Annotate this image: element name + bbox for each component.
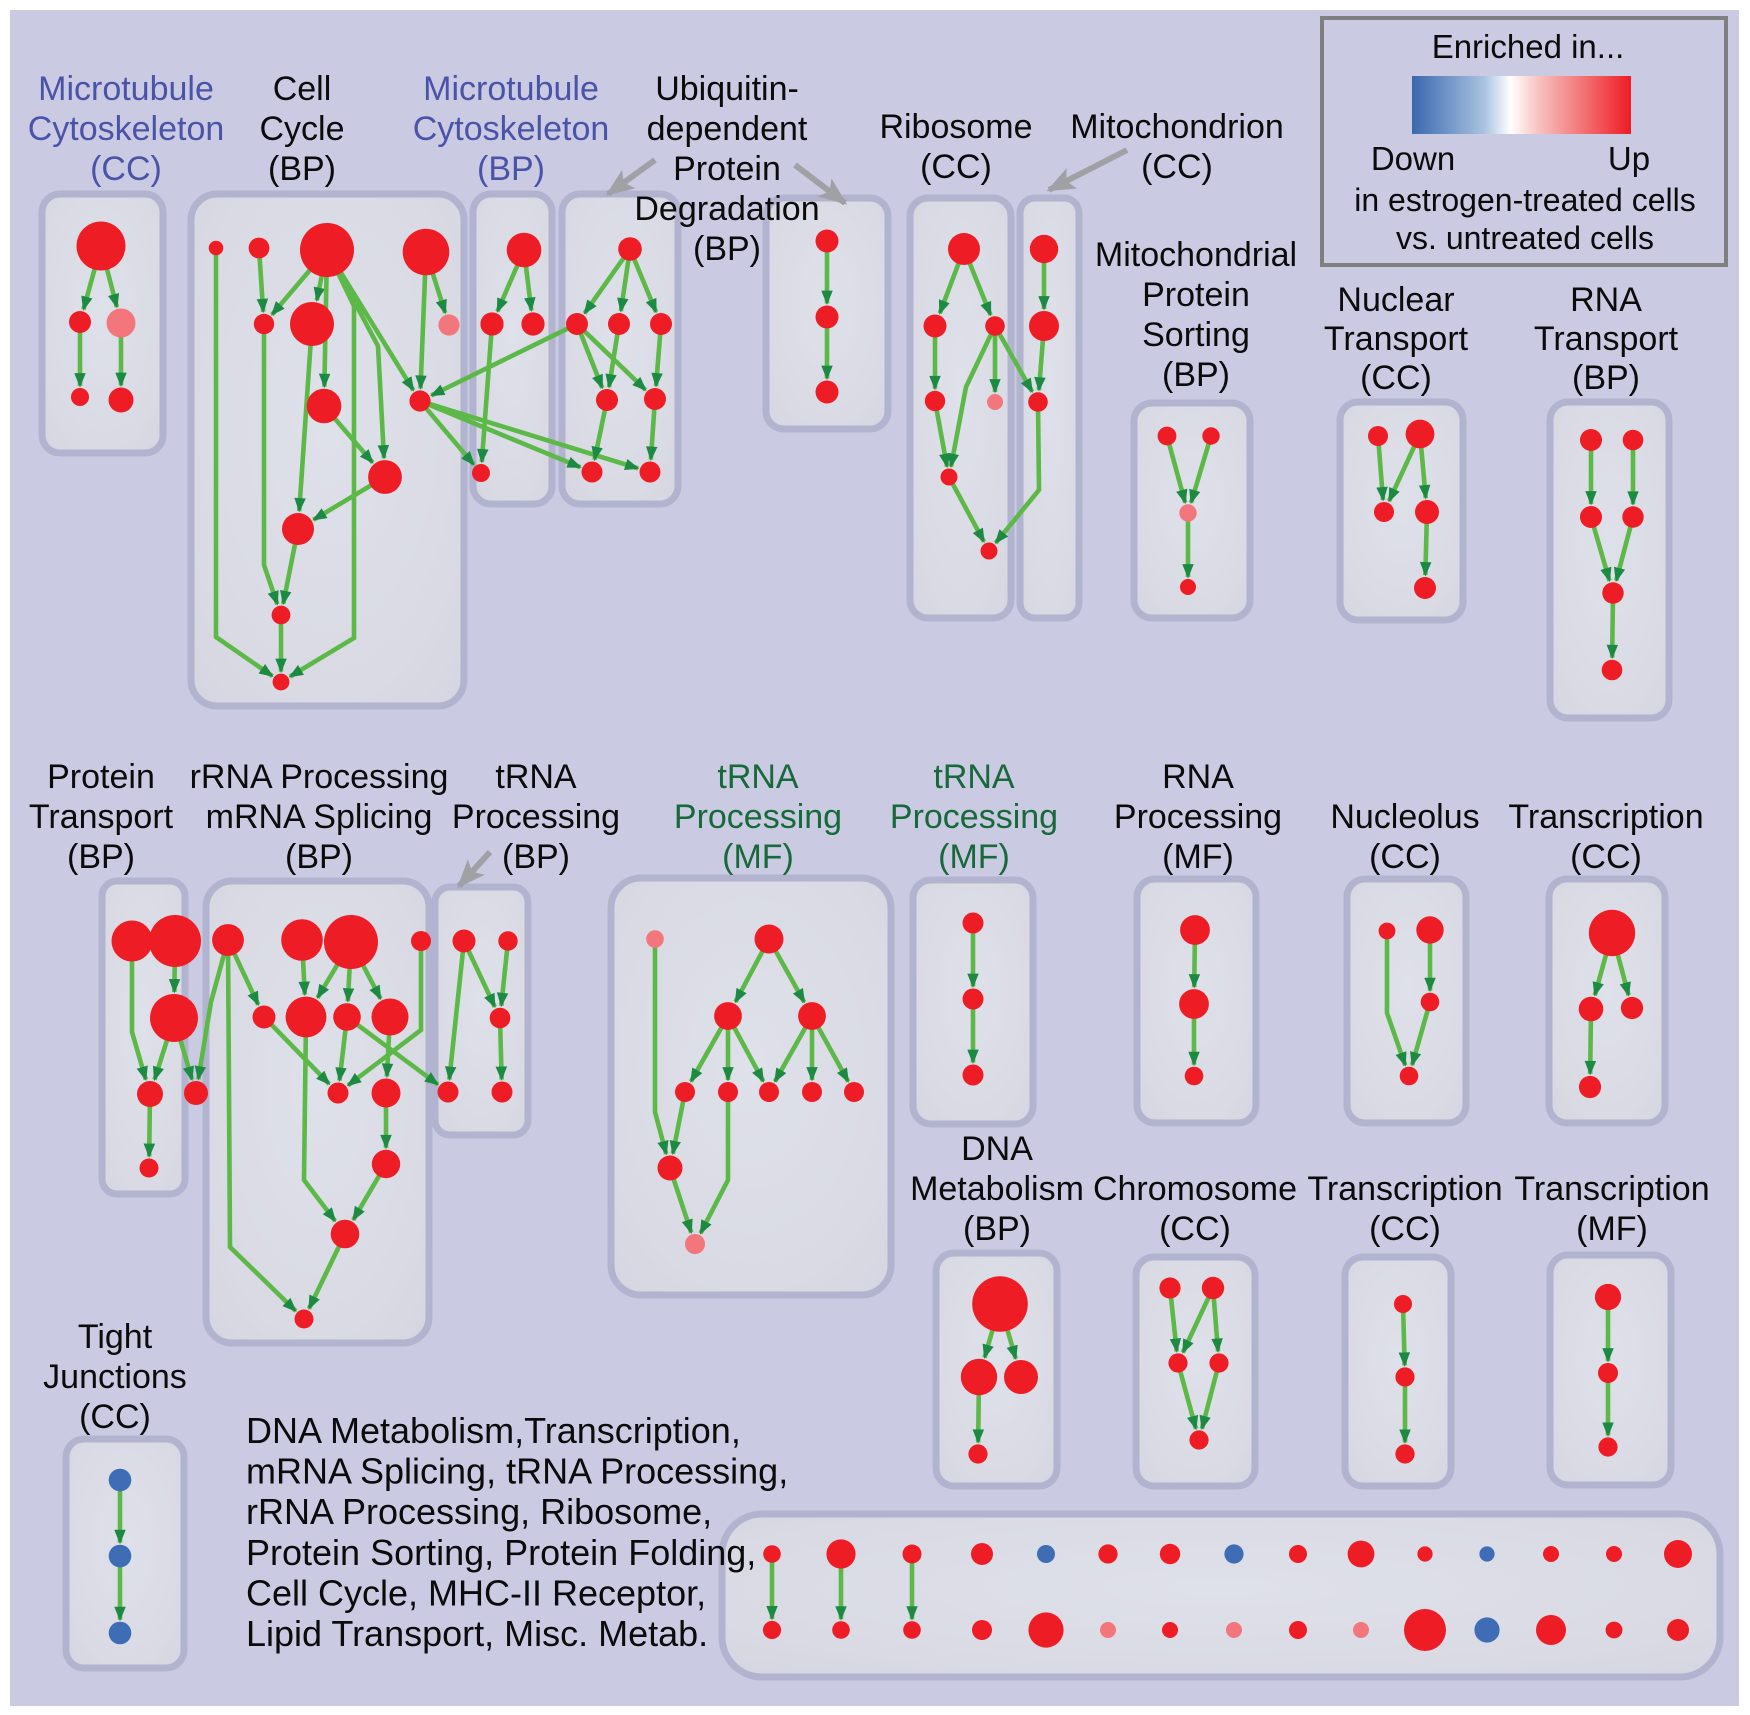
svg-text:Nuclear: Nuclear — [1337, 281, 1454, 319]
svg-text:(BP): (BP) — [963, 1210, 1031, 1248]
svg-text:Ribosome: Ribosome — [879, 108, 1032, 146]
svg-text:Transcription: Transcription — [1508, 798, 1703, 836]
svg-text:Ubiquitin-: Ubiquitin- — [655, 70, 799, 108]
svg-text:(CC): (CC) — [1369, 838, 1441, 876]
svg-text:(CC): (CC) — [79, 1398, 151, 1436]
svg-text:Processing: Processing — [1114, 798, 1282, 836]
svg-text:(MF): (MF) — [1576, 1210, 1648, 1248]
svg-text:dependent: dependent — [647, 110, 808, 148]
svg-text:Microtubule: Microtubule — [423, 70, 599, 108]
svg-text:Microtubule: Microtubule — [38, 70, 214, 108]
svg-text:(BP): (BP) — [1162, 356, 1230, 394]
svg-text:Processing: Processing — [890, 798, 1058, 836]
svg-text:(BP): (BP) — [285, 838, 353, 876]
svg-text:RNA: RNA — [1570, 281, 1642, 319]
svg-text:Cycle: Cycle — [259, 110, 344, 148]
svg-text:(MF): (MF) — [938, 838, 1010, 876]
svg-text:Protein: Protein — [1142, 276, 1250, 314]
svg-text:Cytoskeleton: Cytoskeleton — [413, 110, 610, 148]
svg-text:Down: Down — [1371, 140, 1455, 177]
svg-text:(CC): (CC) — [1570, 838, 1642, 876]
svg-text:(CC): (CC) — [1159, 1210, 1231, 1248]
svg-text:(BP): (BP) — [693, 230, 761, 268]
svg-text:rRNA Processing: rRNA Processing — [190, 758, 449, 796]
svg-text:Transport: Transport — [1534, 320, 1679, 358]
svg-text:Protein Sorting, Protein Foldi: Protein Sorting, Protein Folding, — [246, 1532, 756, 1573]
svg-text:Cytoskeleton: Cytoskeleton — [28, 110, 225, 148]
svg-text:(BP): (BP) — [67, 838, 135, 876]
svg-text:Cell: Cell — [273, 70, 332, 108]
svg-text:in estrogen-treated cells: in estrogen-treated cells — [1354, 182, 1696, 218]
svg-text:Up: Up — [1608, 140, 1650, 177]
svg-text:mRNA Splicing, tRNA Processing: mRNA Splicing, tRNA Processing, — [246, 1451, 788, 1492]
svg-text:RNA: RNA — [1162, 758, 1234, 796]
svg-text:Metabolism: Metabolism — [910, 1170, 1084, 1208]
svg-text:Protein: Protein — [673, 150, 781, 188]
svg-text:(MF): (MF) — [722, 838, 794, 876]
svg-text:Chromosome: Chromosome — [1093, 1170, 1297, 1208]
svg-text:Nucleolus: Nucleolus — [1330, 798, 1479, 836]
svg-text:Sorting: Sorting — [1142, 316, 1250, 354]
svg-text:Processing: Processing — [674, 798, 842, 836]
svg-text:tRNA: tRNA — [933, 758, 1015, 796]
svg-text:(BP): (BP) — [477, 150, 545, 188]
svg-text:Protein: Protein — [47, 758, 155, 796]
svg-text:(BP): (BP) — [502, 838, 570, 876]
svg-text:(CC): (CC) — [1369, 1210, 1441, 1248]
svg-text:Tight: Tight — [78, 1318, 153, 1356]
svg-text:Transport: Transport — [29, 798, 174, 836]
svg-text:(BP): (BP) — [268, 150, 336, 188]
svg-text:Transport: Transport — [1324, 320, 1469, 358]
svg-text:tRNA: tRNA — [495, 758, 577, 796]
svg-text:rRNA Processing, Ribosome,: rRNA Processing, Ribosome, — [246, 1491, 712, 1532]
svg-text:tRNA: tRNA — [717, 758, 799, 796]
svg-text:DNA Metabolism,Transcription,: DNA Metabolism,Transcription, — [246, 1410, 741, 1451]
svg-text:Transcription: Transcription — [1307, 1170, 1502, 1208]
svg-text:DNA: DNA — [961, 1130, 1033, 1168]
svg-text:mRNA Splicing: mRNA Splicing — [206, 798, 433, 836]
svg-text:Mitochondrion: Mitochondrion — [1070, 108, 1284, 146]
svg-text:Mitochondrial: Mitochondrial — [1095, 236, 1297, 274]
svg-text:Processing: Processing — [452, 798, 620, 836]
svg-text:Lipid Transport, Misc. Metab.: Lipid Transport, Misc. Metab. — [246, 1613, 708, 1654]
svg-text:Transcription: Transcription — [1514, 1170, 1709, 1208]
svg-text:(CC): (CC) — [90, 150, 162, 188]
svg-text:(CC): (CC) — [920, 148, 992, 186]
svg-text:Cell Cycle, MHC-II Receptor,: Cell Cycle, MHC-II Receptor, — [246, 1572, 706, 1613]
svg-text:(CC): (CC) — [1141, 148, 1213, 186]
svg-text:vs. untreated cells: vs. untreated cells — [1396, 220, 1654, 256]
svg-text:(MF): (MF) — [1162, 838, 1234, 876]
svg-text:(CC): (CC) — [1360, 359, 1432, 397]
svg-text:(BP): (BP) — [1572, 359, 1640, 397]
svg-text:Junctions: Junctions — [43, 1358, 187, 1396]
svg-text:Degradation: Degradation — [634, 190, 819, 228]
svg-text:Enriched in...: Enriched in... — [1432, 28, 1625, 65]
